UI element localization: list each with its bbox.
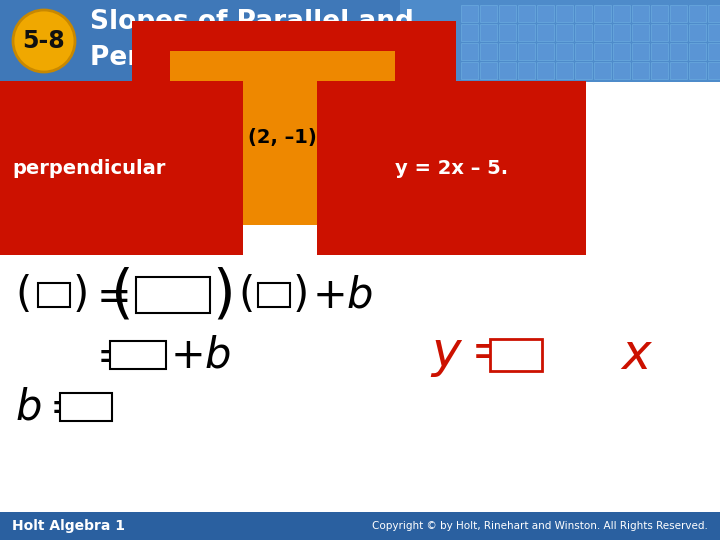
Bar bbox=[461, 62, 478, 79]
Bar bbox=[613, 5, 630, 22]
Text: Slopes of Parallel and: Slopes of Parallel and bbox=[90, 9, 414, 35]
Text: y = 2x – 5.: y = 2x – 5. bbox=[395, 159, 508, 178]
Text: Copyright © by Holt, Rinehart and Winston. All Rights Reserved.: Copyright © by Holt, Rinehart and Winsto… bbox=[372, 521, 708, 531]
Bar bbox=[461, 43, 478, 60]
Bar bbox=[0, 82, 720, 512]
Bar bbox=[708, 5, 720, 22]
Text: $y = mx + b$: $y = mx + b$ bbox=[18, 207, 238, 253]
Bar bbox=[632, 24, 649, 41]
Bar bbox=[708, 62, 720, 79]
Bar bbox=[461, 5, 478, 22]
Bar bbox=[537, 24, 554, 41]
Text: and is: and is bbox=[312, 129, 378, 147]
Bar bbox=[632, 43, 649, 60]
Bar bbox=[613, 62, 630, 79]
Bar bbox=[518, 24, 535, 41]
Bar bbox=[556, 43, 573, 60]
FancyBboxPatch shape bbox=[258, 283, 290, 307]
Bar bbox=[480, 24, 497, 41]
Bar bbox=[575, 24, 592, 41]
Bar bbox=[651, 43, 668, 60]
Text: Write an equation in: Write an equation in bbox=[12, 98, 238, 118]
Bar bbox=[499, 24, 516, 41]
Bar bbox=[689, 24, 706, 41]
Text: $($: $($ bbox=[110, 267, 130, 323]
Text: $+b$: $+b$ bbox=[170, 334, 231, 376]
Bar bbox=[575, 62, 592, 79]
Text: $)$: $)$ bbox=[292, 274, 307, 316]
Text: perpendicular: perpendicular bbox=[12, 159, 166, 178]
Text: Perpendicular Lines: Perpendicular Lines bbox=[90, 45, 385, 71]
Bar bbox=[689, 62, 706, 79]
Bar bbox=[400, 0, 720, 82]
Text: slope-intercept: slope-intercept bbox=[210, 98, 378, 118]
Bar bbox=[480, 43, 497, 60]
Bar bbox=[670, 24, 687, 41]
FancyBboxPatch shape bbox=[110, 341, 166, 369]
Bar bbox=[708, 43, 720, 60]
Text: $=$: $=$ bbox=[88, 274, 128, 316]
Bar bbox=[499, 43, 516, 60]
FancyBboxPatch shape bbox=[60, 393, 112, 421]
Bar bbox=[0, 512, 720, 540]
Text: form for the: form for the bbox=[355, 98, 489, 118]
FancyBboxPatch shape bbox=[490, 339, 542, 371]
Bar bbox=[575, 5, 592, 22]
Bar bbox=[651, 24, 668, 41]
Text: 5-8: 5-8 bbox=[22, 29, 66, 53]
Bar bbox=[0, 0, 720, 82]
Bar bbox=[537, 5, 554, 22]
Bar bbox=[518, 62, 535, 79]
FancyBboxPatch shape bbox=[136, 277, 210, 313]
Text: (2, –1): (2, –1) bbox=[248, 129, 317, 147]
Bar bbox=[556, 24, 573, 41]
Bar bbox=[670, 62, 687, 79]
Text: $b=$: $b=$ bbox=[15, 386, 82, 428]
Text: $($: $($ bbox=[15, 274, 30, 316]
Text: $y=$: $y=$ bbox=[430, 331, 509, 379]
Bar bbox=[632, 5, 649, 22]
Bar bbox=[537, 62, 554, 79]
Bar bbox=[689, 43, 706, 60]
Bar bbox=[651, 5, 668, 22]
Bar bbox=[480, 5, 497, 22]
Bar bbox=[556, 5, 573, 22]
Bar bbox=[594, 62, 611, 79]
Bar bbox=[594, 5, 611, 22]
Bar bbox=[594, 24, 611, 41]
Bar bbox=[480, 62, 497, 79]
Bar bbox=[670, 43, 687, 60]
Text: $($: $($ bbox=[238, 274, 253, 316]
Text: Holt Algebra 1: Holt Algebra 1 bbox=[12, 519, 125, 533]
Bar bbox=[575, 43, 592, 60]
Bar bbox=[689, 5, 706, 22]
Bar bbox=[518, 5, 535, 22]
Text: $)$: $)$ bbox=[72, 274, 86, 316]
Bar bbox=[613, 24, 630, 41]
Bar bbox=[594, 43, 611, 60]
Bar bbox=[556, 62, 573, 79]
Text: $=$: $=$ bbox=[88, 334, 128, 376]
Bar bbox=[632, 62, 649, 79]
Text: to the line described by: to the line described by bbox=[148, 159, 410, 178]
Bar bbox=[537, 43, 554, 60]
Text: $)$: $)$ bbox=[212, 267, 232, 323]
Bar bbox=[499, 62, 516, 79]
Bar bbox=[461, 24, 478, 41]
Bar bbox=[651, 62, 668, 79]
Text: $+b$: $+b$ bbox=[312, 274, 373, 316]
Text: $x$: $x$ bbox=[620, 331, 653, 379]
Ellipse shape bbox=[13, 10, 75, 72]
Bar bbox=[670, 5, 687, 22]
FancyBboxPatch shape bbox=[38, 283, 70, 307]
Bar bbox=[518, 43, 535, 60]
Bar bbox=[708, 24, 720, 41]
Text: line that passes through: line that passes through bbox=[12, 129, 282, 147]
Bar bbox=[613, 43, 630, 60]
Bar bbox=[499, 5, 516, 22]
